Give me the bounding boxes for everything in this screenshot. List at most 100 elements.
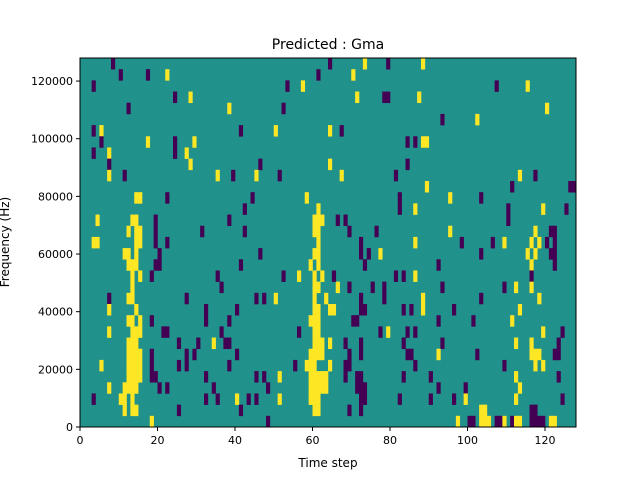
heatmap-cell-high bbox=[134, 337, 139, 350]
heatmap-cell-low bbox=[118, 69, 123, 81]
heatmap-cell-low bbox=[359, 304, 364, 316]
heatmap-cell-high bbox=[165, 69, 170, 81]
heatmap-cell-high bbox=[134, 348, 139, 361]
heatmap-cell-low bbox=[343, 371, 348, 383]
heatmap-cell-low bbox=[281, 270, 286, 282]
heatmap-cell-low bbox=[126, 102, 131, 115]
heatmap-cell-low bbox=[215, 270, 220, 282]
heatmap-cell-high bbox=[421, 292, 426, 305]
heatmap-cell-high bbox=[320, 348, 325, 361]
heatmap-cell-low bbox=[548, 248, 554, 260]
x-tick-label: 40 bbox=[228, 434, 242, 447]
heatmap-cell-high bbox=[417, 91, 422, 104]
heatmap-cell-low bbox=[153, 214, 158, 227]
heatmap-cell-high bbox=[328, 158, 333, 171]
heatmap-cell-low bbox=[219, 281, 224, 294]
heatmap-cell-low bbox=[153, 225, 158, 238]
heatmap-cell-high bbox=[126, 382, 131, 394]
heatmap-cell-high bbox=[533, 248, 538, 260]
heatmap-cell-low bbox=[386, 58, 391, 70]
heatmap-cell-high bbox=[134, 304, 139, 316]
heatmap-cell-low bbox=[91, 80, 96, 92]
heatmap-cell-low bbox=[533, 169, 538, 182]
heatmap-cell-high bbox=[545, 102, 550, 115]
heatmap-cell-low bbox=[176, 359, 182, 372]
heatmap-cell-low bbox=[122, 169, 127, 182]
heatmap-cell-low bbox=[405, 348, 410, 361]
heatmap-cell-high bbox=[134, 236, 139, 249]
heatmap-cell-low bbox=[366, 248, 371, 260]
heatmap-cell-high bbox=[316, 404, 321, 417]
heatmap-cell-high bbox=[300, 80, 306, 92]
heatmap-cell-low bbox=[359, 393, 364, 405]
heatmap-cell-low bbox=[227, 315, 232, 327]
heatmap-cell-high bbox=[479, 404, 484, 417]
heatmap-cell-low bbox=[176, 337, 182, 350]
heatmap-cell-high bbox=[138, 359, 143, 372]
heatmap-cell-low bbox=[99, 136, 104, 148]
heatmap-cell-high bbox=[448, 192, 453, 204]
heatmap-cell-low bbox=[378, 326, 383, 338]
heatmap-cell-low bbox=[145, 69, 151, 81]
heatmap-cell-low bbox=[235, 348, 240, 361]
heatmap-cell-low bbox=[231, 169, 236, 182]
heatmap-cell-high bbox=[130, 292, 135, 305]
heatmap-cell-low bbox=[204, 304, 209, 316]
heatmap-cell-low bbox=[413, 359, 418, 372]
heatmap-cell-low bbox=[355, 315, 360, 327]
heatmap-cell-high bbox=[312, 337, 317, 350]
heatmap-cell-high bbox=[502, 415, 507, 428]
heatmap-cell-high bbox=[126, 337, 131, 350]
heatmap-cell-high bbox=[134, 259, 139, 271]
heatmap-cell-high bbox=[235, 393, 240, 405]
heatmap-cell-low bbox=[405, 326, 410, 338]
heatmap-cell-high bbox=[378, 248, 383, 260]
heatmap-cell-low bbox=[452, 393, 457, 405]
heatmap-cell-low bbox=[254, 292, 259, 305]
heatmap-cell-low bbox=[242, 225, 247, 238]
heatmap-cell-low bbox=[428, 371, 433, 383]
axes-frame bbox=[79, 57, 577, 428]
heatmap-cell-high bbox=[320, 214, 325, 227]
heatmap-cell-high bbox=[514, 337, 519, 350]
heatmap-cell-low bbox=[440, 113, 445, 126]
heatmap-cell-high bbox=[134, 404, 139, 417]
heatmap-cell-high bbox=[463, 393, 468, 405]
x-tick-label: 120 bbox=[535, 434, 556, 447]
heatmap-cell-low bbox=[238, 404, 244, 417]
heatmap-cell-high bbox=[541, 359, 546, 372]
heatmap-cell-high bbox=[138, 236, 143, 249]
heatmap-cell-high bbox=[188, 158, 193, 171]
heatmap-cell-high bbox=[328, 337, 333, 350]
heatmap-cell-low bbox=[227, 337, 232, 350]
heatmap-cell-low bbox=[405, 136, 410, 148]
heatmap-cell-high bbox=[324, 382, 329, 394]
heatmap-cell-low bbox=[149, 359, 154, 372]
heatmap-cell-low bbox=[479, 192, 484, 204]
heatmap-cell-high bbox=[122, 393, 127, 405]
heatmap-cell-high bbox=[355, 91, 360, 104]
heatmap-cell-high bbox=[134, 382, 139, 394]
y-axis-ticks: 0 20000 40000 60000 80000 100000 120000 bbox=[31, 75, 80, 434]
heatmap-cell-high bbox=[130, 382, 135, 394]
heatmap-cell-high bbox=[130, 348, 135, 361]
heatmap-cell-high bbox=[324, 371, 329, 383]
heatmap-cell-high bbox=[316, 281, 321, 294]
heatmap-cell-high bbox=[316, 371, 321, 383]
heatmap-cell-high bbox=[328, 304, 333, 316]
heatmap-cell-low bbox=[165, 382, 170, 394]
heatmap-cell-high bbox=[413, 270, 418, 282]
heatmap-cell-high bbox=[324, 292, 329, 305]
heatmap-cell-low bbox=[548, 225, 554, 238]
heatmap-cell-high bbox=[130, 259, 135, 271]
heatmap-cell-low bbox=[91, 125, 96, 137]
heatmap-cell-high bbox=[126, 248, 131, 260]
heatmap-cell-high bbox=[273, 292, 278, 305]
heatmap-cell-low bbox=[238, 125, 244, 137]
heatmap-cell-low bbox=[297, 326, 302, 338]
heatmap-cell-low bbox=[157, 382, 162, 394]
heatmap-cell-low bbox=[347, 281, 352, 294]
heatmap-cell-low bbox=[281, 102, 286, 115]
heatmap-cell-low bbox=[556, 348, 561, 361]
heatmap-cell-low bbox=[397, 192, 402, 204]
